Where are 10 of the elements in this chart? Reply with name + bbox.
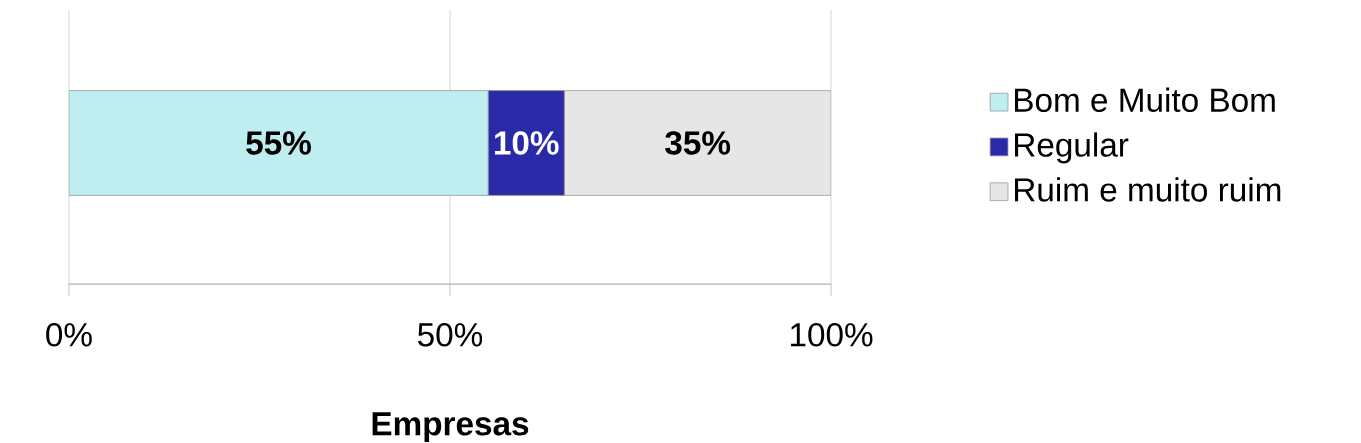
x-tick-label: 50%	[417, 323, 483, 347]
data-label: 35%	[665, 131, 731, 155]
legend-label: Bom e Muito Bom	[1015, 87, 1275, 113]
data-label: 55%	[246, 131, 311, 155]
x-tick-label: 0%	[46, 323, 92, 347]
legend-label: Ruim e muito ruim	[1015, 177, 1281, 202]
data-label: 10%	[494, 131, 559, 155]
x-tick-label: 100%	[791, 323, 873, 347]
legend-label: Regular	[1015, 132, 1129, 164]
x-axis-title: Empresas	[372, 412, 529, 443]
